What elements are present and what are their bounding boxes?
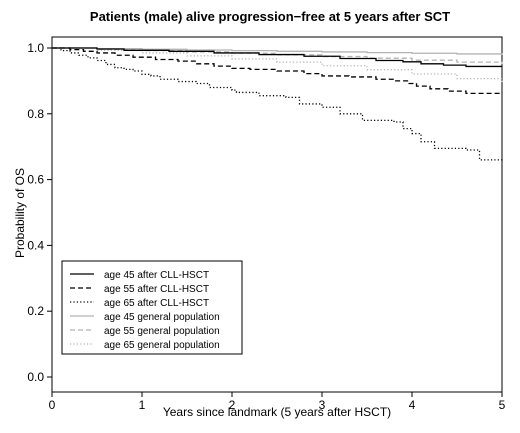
y-tick-label: 0.6 <box>27 173 44 187</box>
x-axis-label: Years since landmark (5 years after HSCT… <box>163 405 391 419</box>
plot-frame <box>51 36 503 393</box>
x-tick-label: 0 <box>49 398 56 412</box>
x-tick-label: 5 <box>499 398 506 412</box>
y-tick-label: 1.0 <box>27 41 44 55</box>
y-tick-label: 0.8 <box>27 107 44 121</box>
series-line-2 <box>52 47 502 95</box>
x-axis: 0 1 2 3 4 5 <box>49 392 506 412</box>
x-tick-label: 4 <box>409 398 416 412</box>
legend-label: age 65 general population <box>104 340 220 351</box>
legend-label: age 55 general population <box>104 326 220 337</box>
x-tick-label: 1 <box>139 398 146 412</box>
series-line-1 <box>52 47 502 68</box>
y-tick-label: 0.0 <box>27 370 44 384</box>
chart-title: Patients (male) alive progression−free a… <box>90 9 450 24</box>
y-axis: 0.0 0.2 0.4 0.6 0.8 1.0 <box>27 41 52 384</box>
x-tick-label: 3 <box>319 398 326 412</box>
series-layer <box>52 47 503 162</box>
series-line-6 <box>52 47 503 84</box>
legend: age 45 after CLL-HSCT age 55 after CLL-HS… <box>61 260 243 355</box>
legend-box <box>61 260 243 355</box>
legend-label: age 65 after CLL-HSCT <box>104 298 209 309</box>
legend-label: age 55 after CLL-HSCT <box>104 284 209 295</box>
series-line-3 <box>52 47 503 162</box>
legend-label: age 45 general population <box>104 312 220 323</box>
legend-label: age 45 after CLL-HSCT <box>104 270 209 281</box>
y-axis-label: Probability of OS <box>13 168 27 258</box>
x-tick-label: 2 <box>229 398 236 412</box>
y-tick-label: 0.4 <box>27 238 44 252</box>
y-tick-label: 0.2 <box>27 304 44 318</box>
